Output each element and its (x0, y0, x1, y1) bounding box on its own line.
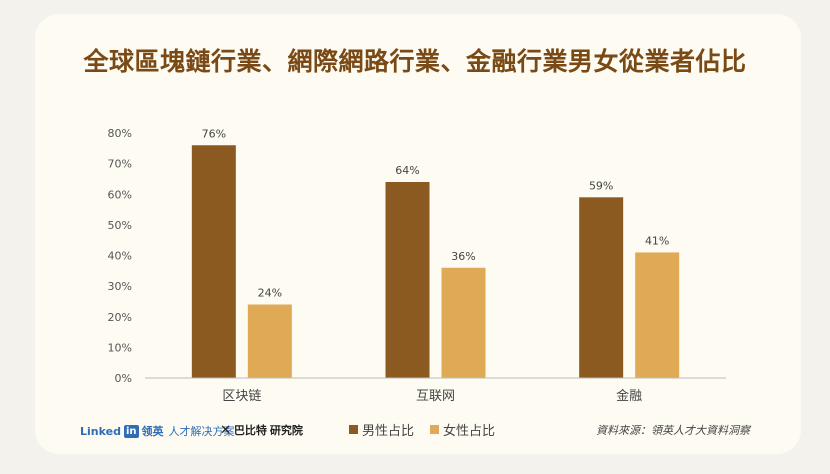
bar-value-label: 41% (645, 234, 669, 247)
partner-name: 巴比特 (233, 424, 267, 437)
y-tick-label: 40% (108, 250, 132, 263)
linkedin-logo: Linked in 领英 人才解决方案 (80, 423, 235, 439)
bar-male (579, 197, 624, 378)
linkedin-subtitle: 人才解决方案 (168, 425, 235, 438)
source-note: 資料來源：領英人才大資料洞察 (596, 424, 750, 437)
linkedin-badge: in (123, 424, 139, 438)
bars-group: 76% 24% 64% 36% 59% 41% (191, 127, 680, 378)
partner-mark-icon: ✕ (220, 422, 231, 438)
legend-item-male: 男性占比 (349, 420, 414, 439)
partner-subtitle: 研究院 (269, 424, 303, 437)
partner-logo: ✕ 巴比特 研究院 (220, 422, 303, 438)
legend-swatch-female (430, 425, 440, 434)
x-axis: 区块链 互联网 金融 (145, 377, 726, 404)
bar-value-label: 24% (258, 287, 282, 300)
y-tick-label: 0% (115, 372, 132, 385)
y-axis: 0% 10% 20% 30% 40% 50% 60% 70% 80% (108, 127, 132, 385)
legend-swatch-male (349, 425, 358, 434)
bar-female (635, 252, 680, 378)
bar-female (441, 267, 486, 378)
y-tick-label: 60% (108, 188, 132, 201)
linkedin-cn-name: 领英 (141, 425, 164, 438)
bar-male (385, 182, 430, 378)
bar-value-label: 76% (202, 127, 226, 140)
y-tick-label: 10% (108, 341, 132, 354)
legend-label-female: 女性占比 (443, 424, 496, 439)
y-tick-label: 30% (108, 280, 132, 293)
linkedin-wordmark: Linked (80, 424, 121, 438)
bar-male (191, 145, 236, 378)
bar-female (247, 304, 292, 378)
y-tick-label: 50% (108, 219, 132, 232)
x-tick-label: 金融 (616, 388, 642, 404)
chart-legend: 男性占比 女性占比 (349, 420, 495, 439)
legend-item-female: 女性占比 (430, 420, 495, 439)
legend-label-male: 男性占比 (362, 424, 415, 439)
chart-title: 全球區塊鏈行業、網際網路行業、金融行業男女從業者佔比 (83, 47, 747, 76)
bar-value-label: 64% (395, 164, 419, 177)
x-tick-label: 互联网 (416, 389, 455, 404)
y-tick-label: 70% (108, 158, 132, 171)
x-tick-label: 区块链 (222, 389, 261, 404)
y-tick-label: 80% (108, 127, 132, 140)
y-tick-label: 20% (108, 311, 132, 324)
bar-value-label: 36% (451, 250, 475, 263)
bar-value-label: 59% (589, 179, 613, 192)
